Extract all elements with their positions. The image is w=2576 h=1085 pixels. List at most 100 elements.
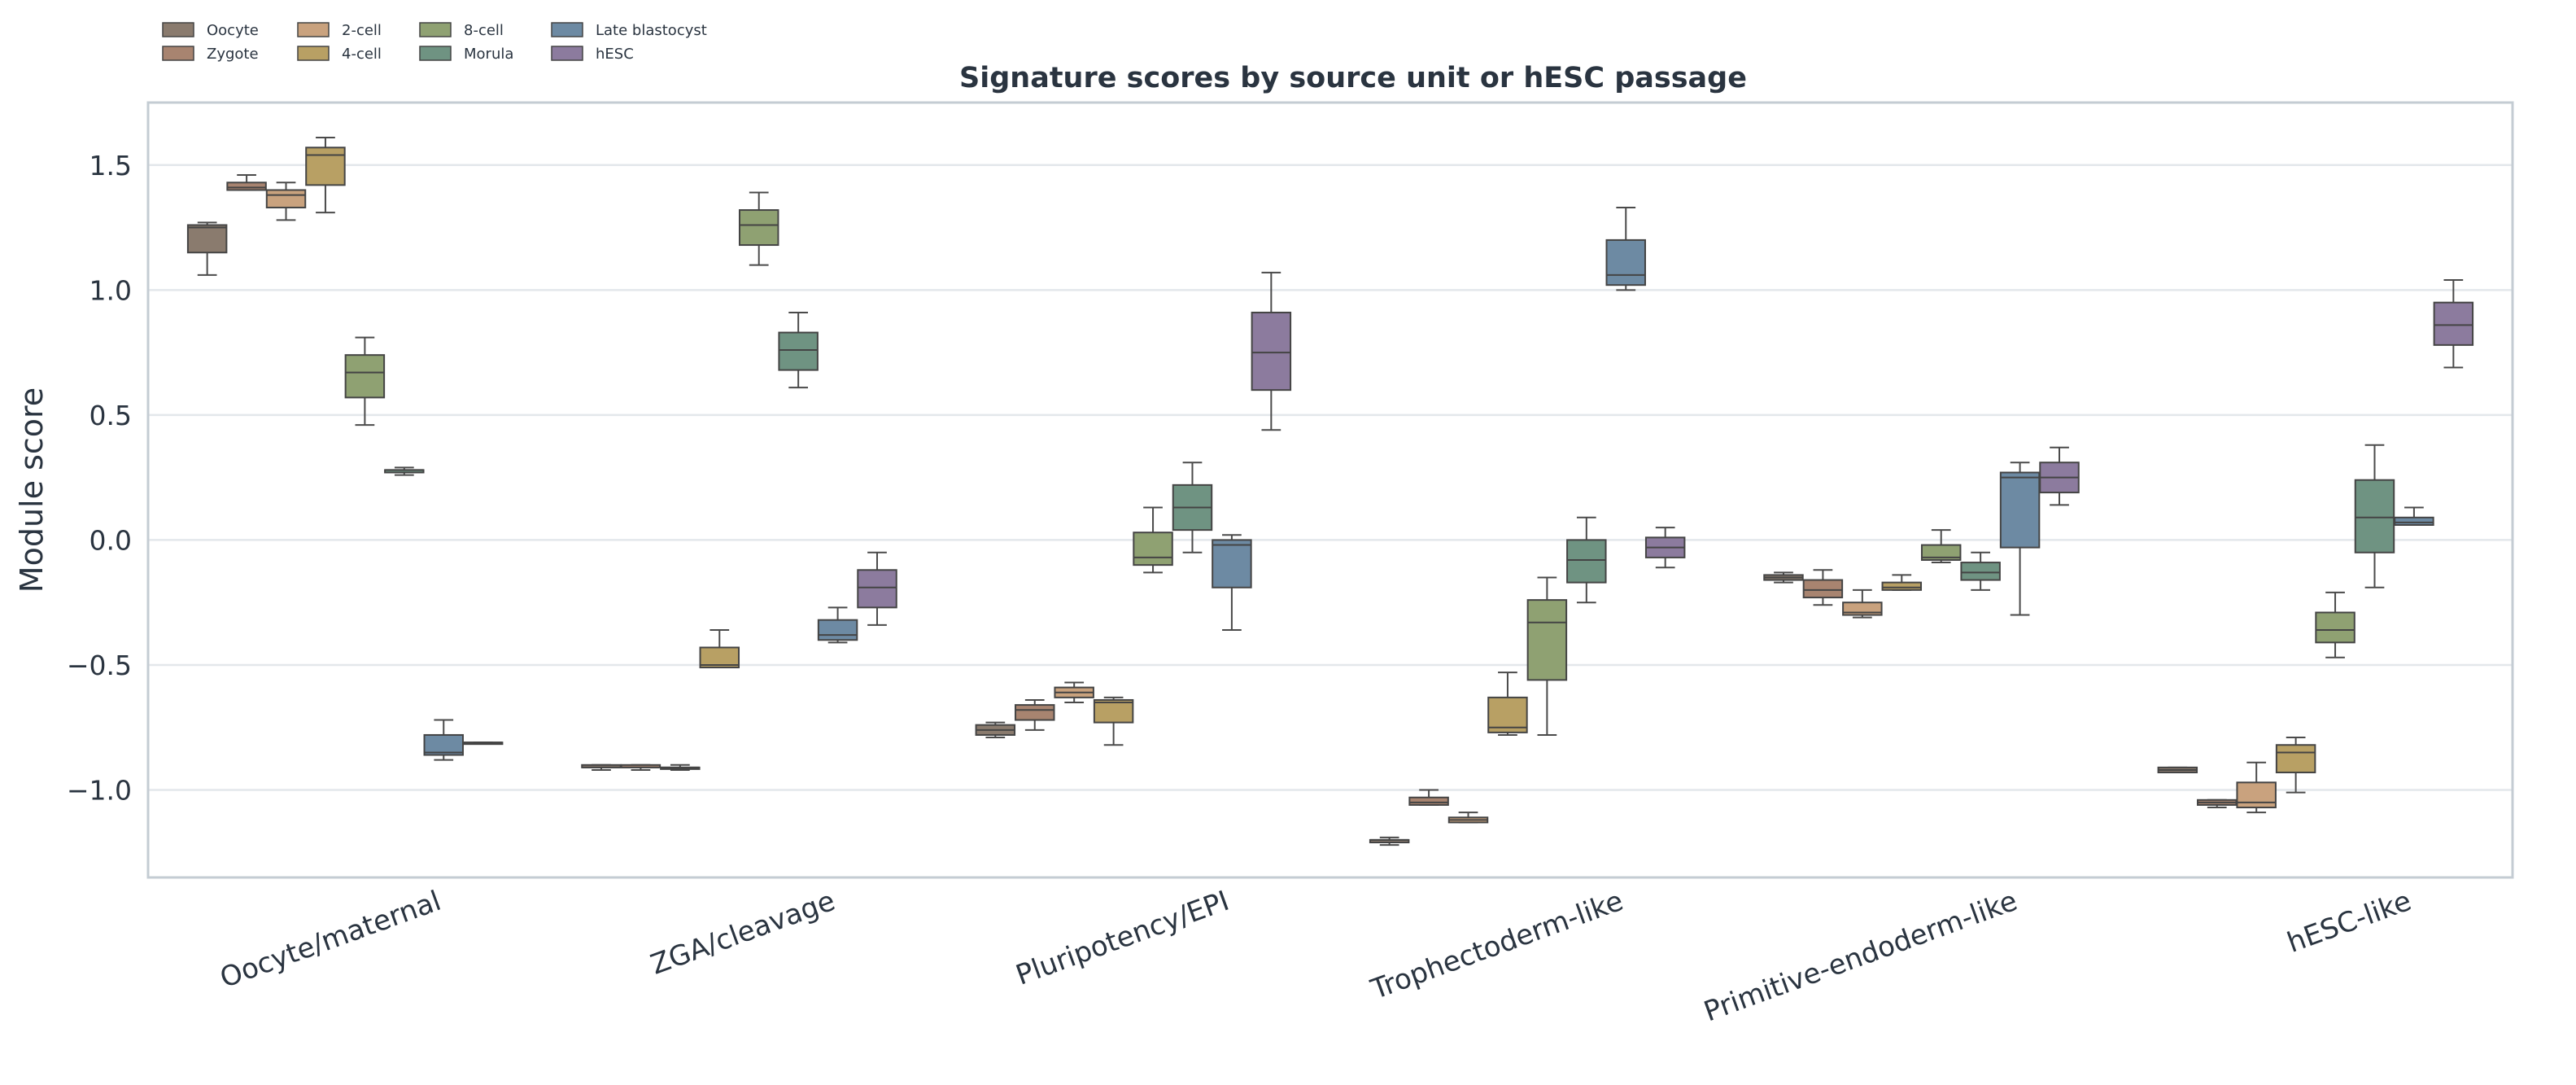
box-body <box>186 224 228 254</box>
legend-swatch <box>297 46 330 61</box>
y-tick-label: 0.0 <box>90 524 132 556</box>
box-late-blastocyst <box>1212 534 1252 631</box>
box-body <box>1408 796 1449 806</box>
box-4-cell <box>1881 574 1923 591</box>
box-zygote <box>620 763 661 771</box>
box-body <box>1566 539 1607 584</box>
box-8-cell <box>1526 576 1568 736</box>
box-body <box>2275 744 2316 774</box>
box-body <box>1960 562 2001 581</box>
box-oocyte <box>1763 571 1804 584</box>
box-late-blastocyst <box>1999 462 2041 616</box>
legend-label: 8-cell <box>464 22 504 39</box>
box-hesc <box>2039 446 2080 506</box>
category-group <box>186 136 504 761</box>
box-body <box>1093 698 1134 724</box>
box-body <box>2433 301 2474 346</box>
box-body <box>265 189 307 208</box>
legend-swatch <box>551 22 583 37</box>
legend-item: Morula <box>419 46 513 63</box>
y-tick-label: 0.5 <box>90 400 132 431</box>
box-late-blastocyst <box>1605 206 1646 291</box>
box-4-cell <box>699 628 740 669</box>
box-2-cell <box>1054 681 1094 704</box>
box-body <box>857 569 897 609</box>
chart-title: Signature scores by source unit or hESC … <box>959 62 1747 94</box>
box-morula <box>1566 516 1607 604</box>
box-hesc <box>857 551 897 626</box>
box-hesc <box>1644 527 1686 569</box>
legend-swatch <box>419 46 452 61</box>
box-body <box>1487 696 1528 733</box>
box-8-cell <box>1133 506 1173 574</box>
legend-item: 2-cell <box>297 22 382 39</box>
box-oocyte <box>1369 836 1410 847</box>
box-body <box>1881 581 1923 591</box>
category-group <box>975 271 1292 746</box>
legend-swatch <box>551 46 583 61</box>
box-body <box>778 331 819 371</box>
box-body <box>226 182 267 191</box>
category-group <box>581 191 897 771</box>
legend-swatch <box>162 46 194 61</box>
box-4-cell <box>1487 672 1528 736</box>
category-group <box>2157 279 2474 814</box>
box-body <box>1526 599 1568 681</box>
box-zygote <box>226 174 267 191</box>
box-plots <box>186 136 2474 847</box>
box-2-cell <box>265 182 307 221</box>
category-group <box>1369 206 1686 847</box>
legend-swatch <box>297 22 330 37</box>
box-body <box>1251 311 1292 392</box>
box-hesc <box>1251 271 1292 431</box>
legend-item: Zygote <box>162 46 259 63</box>
grid-lines <box>148 164 2513 791</box>
box-late-blastocyst <box>423 719 464 761</box>
box-8-cell <box>2315 591 2356 658</box>
box-body <box>1605 238 1646 287</box>
box-body <box>699 646 740 669</box>
box-body <box>1999 471 2041 549</box>
plot-frame <box>146 101 2514 879</box>
legend-label: Oocyte <box>207 22 259 39</box>
box-body <box>2315 611 2356 644</box>
box-4-cell <box>1093 696 1134 746</box>
legend-item: 8-cell <box>419 22 504 39</box>
box-4-cell <box>305 136 346 214</box>
box-hesc <box>2433 279 2474 369</box>
box-8-cell <box>1920 529 1962 564</box>
legend-label: Late blastocyst <box>596 22 707 39</box>
box-body <box>1920 544 1962 561</box>
box-body <box>344 354 386 399</box>
legend-label: Morula <box>464 46 513 63</box>
y-tick-label: −0.5 <box>67 650 132 681</box>
box-late-blastocyst <box>2394 506 2434 526</box>
box-body <box>738 209 779 247</box>
legend-item: Late blastocyst <box>551 22 707 39</box>
box-zygote <box>1408 789 1449 806</box>
legend-label: 4-cell <box>342 46 382 63</box>
box-body <box>1015 704 1055 721</box>
box-body <box>1212 539 1252 588</box>
box-2-cell <box>1447 812 1489 824</box>
legend-swatch <box>162 22 194 37</box>
legend: Oocyte Zygote 2-cell 4-cell 8-cell Morula Late… <box>162 22 707 63</box>
box-morula <box>778 311 819 389</box>
box-body <box>817 619 858 641</box>
legend-item: 4-cell <box>297 46 382 63</box>
box-2-cell <box>1842 588 1883 619</box>
box-morula <box>2354 444 2395 588</box>
y-tick-label: 1.0 <box>90 274 132 306</box>
box-zygote <box>1015 698 1055 731</box>
box-body <box>2394 516 2434 526</box>
y-tick-label: −1.0 <box>67 775 132 807</box>
legend-label: hESC <box>596 46 634 63</box>
y-axis-label: Module score <box>14 387 50 593</box>
box-body <box>1133 532 1173 567</box>
box-8-cell <box>738 191 779 266</box>
box-body <box>1802 579 1844 599</box>
box-morula <box>384 466 425 476</box>
box-morula <box>1172 462 1213 553</box>
